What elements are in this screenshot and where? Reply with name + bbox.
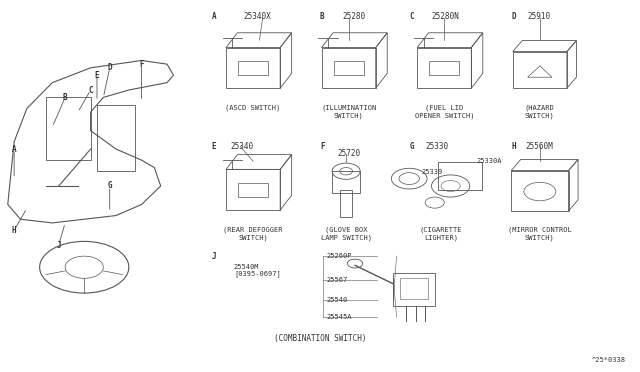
Text: H: H bbox=[12, 226, 17, 235]
Text: A: A bbox=[12, 145, 17, 154]
Text: (COMBINATION SWITCH): (COMBINATION SWITCH) bbox=[274, 334, 366, 343]
Text: A: A bbox=[212, 13, 216, 22]
Text: J: J bbox=[56, 241, 61, 250]
Text: 25280N: 25280N bbox=[431, 13, 460, 22]
Text: D: D bbox=[108, 63, 112, 72]
Text: C: C bbox=[409, 13, 414, 22]
Text: (GLOVE BOX
LAMP SWITCH): (GLOVE BOX LAMP SWITCH) bbox=[321, 227, 372, 241]
Text: ^25*0338: ^25*0338 bbox=[592, 357, 626, 363]
Text: E: E bbox=[95, 71, 99, 80]
Text: (ASCD SWITCH): (ASCD SWITCH) bbox=[225, 105, 281, 111]
Text: (HAZARD
SWITCH): (HAZARD SWITCH) bbox=[525, 105, 555, 119]
Text: (ILLUMINATION
SWITCH): (ILLUMINATION SWITCH) bbox=[321, 105, 376, 119]
Text: 25260P: 25260P bbox=[326, 253, 352, 259]
Text: 25280: 25280 bbox=[342, 13, 365, 22]
Text: F: F bbox=[320, 142, 324, 151]
Text: D: D bbox=[511, 13, 516, 22]
Text: 25560M: 25560M bbox=[525, 142, 553, 151]
Text: 25340X: 25340X bbox=[244, 13, 271, 22]
Text: B: B bbox=[320, 13, 324, 22]
Text: (REAR DEFOGGER
SWITCH): (REAR DEFOGGER SWITCH) bbox=[223, 227, 283, 241]
Text: 25910: 25910 bbox=[527, 13, 550, 22]
Text: B: B bbox=[63, 93, 67, 102]
Text: G: G bbox=[409, 142, 414, 151]
Text: 25540: 25540 bbox=[326, 298, 348, 304]
Text: 25339: 25339 bbox=[422, 169, 444, 175]
Text: F: F bbox=[140, 60, 144, 69]
Text: H: H bbox=[511, 142, 516, 151]
Text: (CIGARETTE
LIGHTER): (CIGARETTE LIGHTER) bbox=[420, 227, 462, 241]
Text: C: C bbox=[88, 86, 93, 94]
Text: 25540M
[0395-0697]: 25540M [0395-0697] bbox=[234, 263, 281, 277]
Text: G: G bbox=[108, 182, 112, 190]
Text: 25340: 25340 bbox=[231, 142, 254, 151]
Text: 25330A: 25330A bbox=[476, 158, 502, 164]
Text: (FUEL LID
OPENER SWITCH): (FUEL LID OPENER SWITCH) bbox=[415, 105, 474, 119]
Text: E: E bbox=[212, 142, 216, 151]
Text: 25545A: 25545A bbox=[326, 314, 352, 320]
Text: (MIRROR CONTROL
SWITCH): (MIRROR CONTROL SWITCH) bbox=[508, 227, 572, 241]
Text: 25330: 25330 bbox=[425, 142, 448, 151]
Text: 25567: 25567 bbox=[326, 277, 348, 283]
Text: J: J bbox=[212, 253, 216, 262]
Text: 25720: 25720 bbox=[337, 149, 360, 158]
